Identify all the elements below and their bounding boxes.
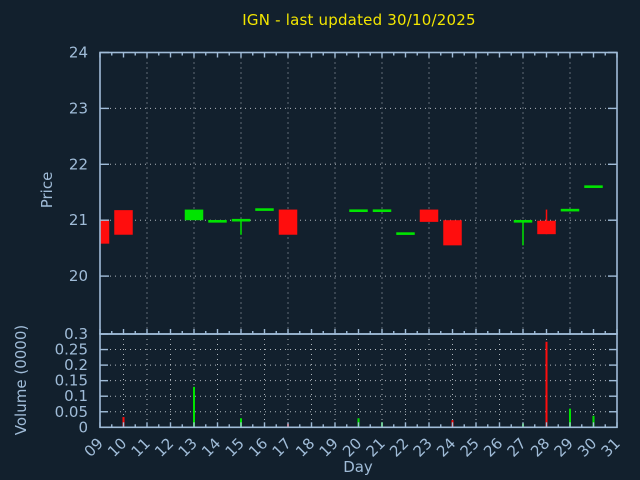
day-tick-label: 15 (222, 434, 248, 460)
day-tick-label: 19 (316, 434, 342, 460)
candle-day-28 (537, 209, 556, 235)
volume-tick-label: 0 (78, 418, 88, 436)
axis-ticks (99, 51, 618, 428)
price-tick-label: 22 (69, 155, 88, 173)
day-tick-label: 24 (433, 434, 459, 460)
candle-day-17 (278, 209, 298, 235)
candle-day-29 (560, 208, 580, 212)
day-tick-label: 27 (504, 434, 530, 460)
day-tick-label: 23 (410, 434, 436, 460)
price-tick-label: 24 (69, 44, 88, 62)
candle-day-13 (184, 209, 204, 221)
candle-day-15 (231, 218, 251, 235)
day-tick-label: 28 (527, 434, 553, 460)
candle-day-9 (100, 220, 110, 244)
day-tick-label: 22 (386, 434, 412, 460)
volume-tick-label: 0.3 (64, 325, 88, 343)
candle-day-24 (443, 220, 462, 246)
candle-day-14 (208, 220, 227, 223)
candle-day-10 (114, 210, 133, 235)
volume-tick-label: 0.1 (64, 387, 88, 405)
candle-day-22 (396, 232, 415, 235)
day-tick-label: 11 (128, 434, 154, 460)
day-tick-label: 29 (551, 434, 577, 460)
candle-day-21 (372, 209, 392, 212)
volume-tick-label: 0.25 (55, 341, 88, 359)
volume-tick-label: 0.05 (55, 403, 88, 421)
day-tick-label: 12 (151, 434, 177, 460)
chart-title: IGN - last updated 30/10/2025 (242, 11, 476, 29)
candlesticks (100, 185, 603, 246)
day-tick-label: 21 (363, 434, 389, 460)
day-tick-label: 26 (480, 434, 506, 460)
price-tick-label: 23 (69, 99, 88, 117)
day-tick-label: 18 (292, 434, 318, 460)
day-tick-label: 14 (198, 434, 224, 460)
day-tick-label: 30 (574, 434, 600, 460)
candle-day-30 (584, 185, 603, 188)
day-tick-label: 31 (598, 434, 624, 460)
day-tick-label: 16 (245, 434, 271, 460)
candle-day-27 (513, 220, 533, 246)
candle-day-16 (255, 208, 274, 211)
day-axis-label: Day (343, 458, 373, 476)
day-tick-label: 20 (339, 434, 365, 460)
day-tick-label: 09 (81, 434, 107, 460)
gridlines (100, 52, 617, 428)
volume-tick-label: 0.2 (64, 356, 88, 374)
candle-day-23 (419, 209, 439, 222)
tick-labels: 24232221200.30.250.20.150.10.05009101112… (55, 44, 624, 461)
day-tick-label: 10 (104, 434, 130, 460)
plot-frames (99, 51, 618, 429)
price-tick-label: 20 (69, 267, 88, 285)
day-tick-label: 17 (269, 434, 295, 460)
day-tick-label: 13 (175, 434, 201, 460)
price-tick-label: 21 (69, 211, 88, 229)
volume-tick-label: 0.15 (55, 372, 88, 390)
day-tick-label: 25 (457, 434, 483, 460)
candle-day-20 (349, 209, 368, 212)
